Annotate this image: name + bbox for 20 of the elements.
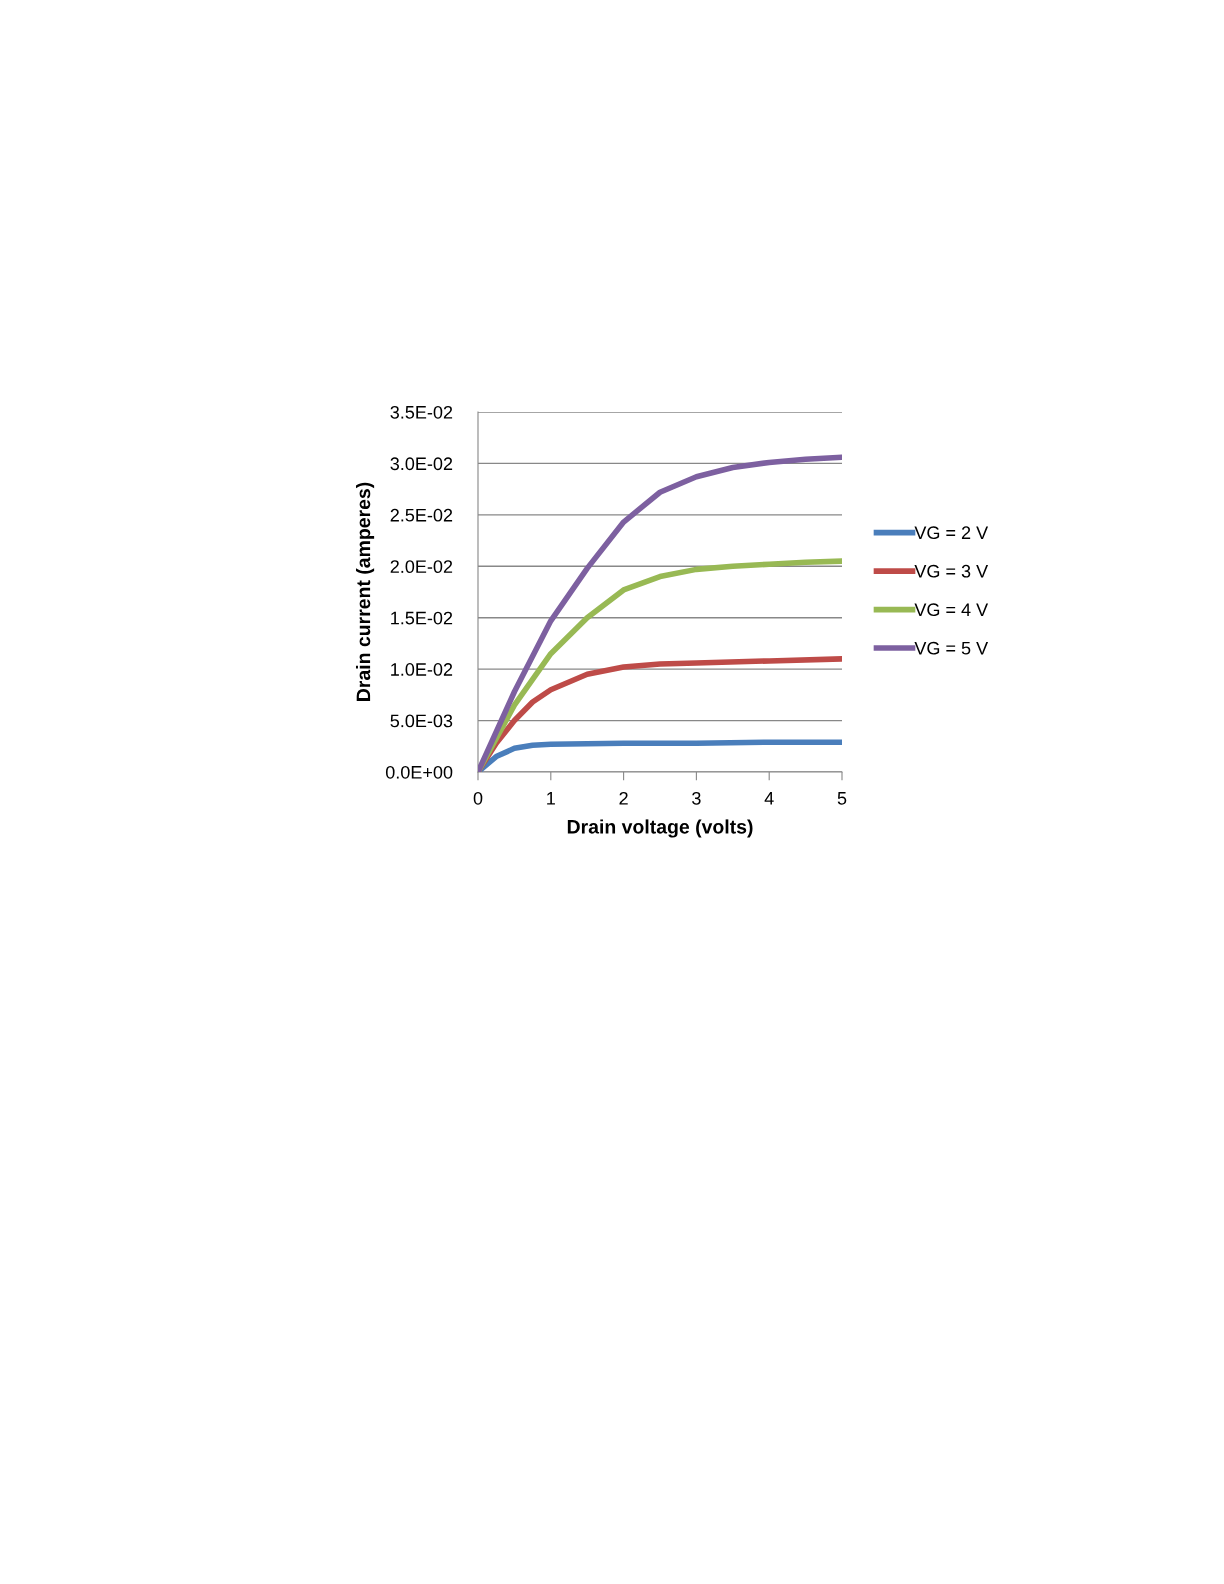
legend-label: VG = 5 V: [914, 641, 989, 655]
x-tick-label: 4: [764, 792, 774, 805]
x-tick-label: 0: [473, 791, 483, 805]
y-tick-label: 5.0E-03: [390, 714, 453, 728]
legend-label: VG = 3 V: [914, 564, 989, 578]
y-tick-label: 3.0E-02: [390, 457, 453, 471]
x-tick-label: 2: [619, 791, 628, 805]
x-axis-title: Drain voltage (volts): [567, 819, 753, 838]
y-tick-label: 1.5E-02: [391, 611, 453, 625]
x-tick-label: 1: [547, 792, 555, 805]
x-tick-label: 5: [837, 792, 847, 805]
y-tick-label: 1.0E-02: [391, 663, 453, 676]
y-tick-label: 2.0E-02: [390, 560, 453, 574]
y-tick-label: 2.5E-02: [390, 508, 453, 522]
y-tick-label: 3.5E-02: [390, 405, 453, 419]
legend-label: VG = 4 V: [914, 603, 989, 617]
y-tick-label: 0.0E+00: [385, 765, 453, 779]
x-tick-label: 3: [692, 791, 701, 805]
y-axis-title: Drain current (amperes): [356, 482, 375, 701]
legend-label: VG = 2 V: [914, 526, 989, 540]
